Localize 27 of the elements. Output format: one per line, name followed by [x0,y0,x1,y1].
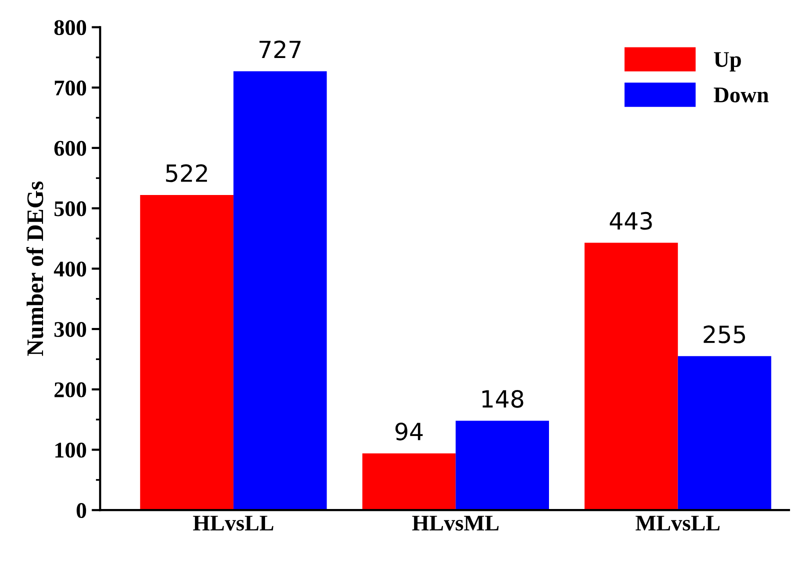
legend-label: Up [714,52,741,72]
data-label: 727 [260,40,301,58]
y-tick-label: 200 [54,382,86,398]
data-label: 255 [704,325,746,344]
x-tick-label: HLvsLL [193,516,274,531]
y-tick-label: 800 [54,20,86,36]
bar [584,242,678,510]
bar [678,356,772,510]
data-label: 148 [482,390,524,408]
data-label: 443 [610,212,652,230]
y-axis-title: Number of DEGs [26,182,44,356]
x-tick-label: HLvsML [412,516,499,531]
y-tick-label: 400 [54,262,86,277]
y-tick-label: 700 [54,80,86,96]
y-tick-label: 600 [54,140,86,156]
y-tick-label: 100 [55,442,86,458]
y-tick-label: 0 [76,503,86,518]
data-label: 94 [395,422,423,440]
bar [456,420,549,510]
bar [140,195,234,510]
y-tick-label: 500 [54,201,86,216]
data-label: 522 [166,164,207,182]
legend-label: Down [714,88,769,102]
bar [233,71,327,510]
x-tick-label: MLvsLL [636,516,720,531]
y-tick-label: 300 [54,322,86,337]
bar [362,453,456,510]
